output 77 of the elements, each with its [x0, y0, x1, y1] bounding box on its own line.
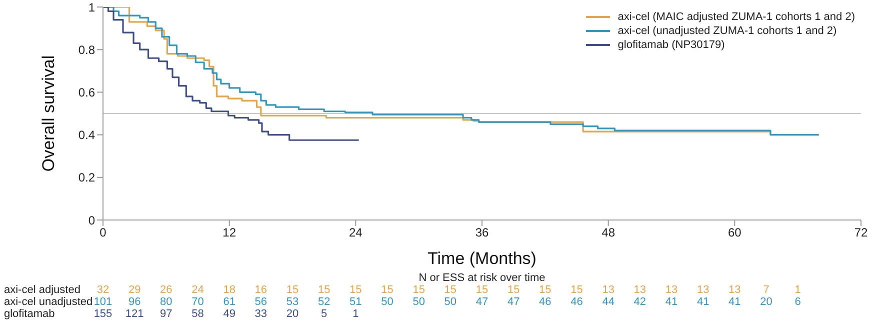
- text: 15: [538, 284, 552, 296]
- text: 15: [570, 284, 584, 296]
- x-tick-label: 0: [100, 226, 107, 240]
- text: 7: [762, 284, 770, 296]
- y-tick-label: 0.2: [78, 170, 96, 185]
- text: 56: [254, 296, 268, 308]
- text: 15: [506, 284, 521, 296]
- text: 46: [570, 296, 584, 308]
- text: 18: [222, 284, 236, 296]
- text: 42: [632, 296, 648, 308]
- text: 26: [159, 284, 174, 296]
- text: 80: [159, 296, 174, 308]
- text: 15: [316, 284, 332, 296]
- text: 50: [380, 296, 394, 308]
- x-tick-label: 48: [602, 226, 616, 240]
- y-axis-title: Overall survival: [39, 55, 58, 172]
- legend-label: axi-cel (MAIC adjusted ZUMA-1 cohorts 1 and 2): [618, 10, 855, 24]
- y-tick-label: 1: [88, 0, 96, 14]
- y-tick-label: 0.6: [78, 85, 96, 100]
- text: 96: [127, 296, 142, 308]
- text: 61: [222, 296, 236, 308]
- text: 15: [412, 284, 426, 296]
- text: 16: [254, 284, 268, 296]
- text: 13: [632, 284, 648, 296]
- text: 15: [380, 284, 394, 296]
- text: 52: [316, 296, 332, 308]
- text: 15: [348, 284, 363, 296]
- text: 20: [285, 308, 300, 320]
- legend-label: axi-cel (unadjusted ZUMA-1 cohorts 1 and 2): [618, 24, 837, 38]
- text: 20: [759, 296, 774, 308]
- text: 6: [794, 296, 802, 308]
- x-tick-label: 60: [728, 226, 742, 240]
- text: 24: [190, 284, 205, 296]
- text: 101: [94, 296, 112, 308]
- text: 49: [222, 308, 236, 320]
- text: 46: [538, 296, 552, 308]
- text: 1: [352, 308, 360, 320]
- text: N or ESS at risk over time: [418, 272, 546, 284]
- text: 47: [506, 296, 521, 308]
- text: 13: [728, 284, 742, 296]
- text: 32: [96, 284, 110, 296]
- text: 50: [412, 296, 426, 308]
- text: 97: [159, 308, 174, 320]
- text: 121: [124, 308, 145, 320]
- text: 1: [794, 284, 802, 296]
- text: 41: [728, 296, 742, 308]
- x-tick-label: 24: [348, 226, 363, 240]
- text: 13: [601, 284, 616, 296]
- x-tick-label: 12: [222, 226, 236, 240]
- text: 58: [190, 308, 205, 320]
- text: 5: [320, 308, 328, 320]
- text: 41: [664, 296, 679, 308]
- text: 155: [92, 308, 114, 320]
- y-tick-label: 0: [88, 213, 96, 228]
- text: 29: [127, 284, 142, 296]
- text: 33: [254, 308, 268, 320]
- x-axis-title: Time (Months): [428, 249, 536, 268]
- text: 51: [348, 296, 363, 308]
- text: 15: [285, 284, 300, 296]
- text: axi-cel adjusted: [4, 284, 80, 296]
- text: 15: [443, 284, 458, 296]
- text: axi-cel unadjusted: [4, 296, 93, 308]
- text: 41: [696, 296, 710, 308]
- text: 15: [474, 284, 490, 296]
- text: 47: [474, 296, 490, 308]
- x-tick-label: 36: [475, 226, 489, 240]
- text: glofitamab: [4, 308, 55, 320]
- x-tick-label: 72: [854, 226, 868, 240]
- text: 50: [443, 296, 458, 308]
- text: 53: [285, 296, 300, 308]
- text: 70: [190, 296, 205, 308]
- text: 44: [601, 296, 616, 308]
- text: 13: [664, 284, 679, 296]
- y-tick-label: 0.8: [78, 42, 96, 57]
- text: 13: [696, 284, 710, 296]
- y-tick-label: 0.4: [78, 128, 96, 142]
- legend-label: glofitamab (NP30179): [618, 38, 725, 52]
